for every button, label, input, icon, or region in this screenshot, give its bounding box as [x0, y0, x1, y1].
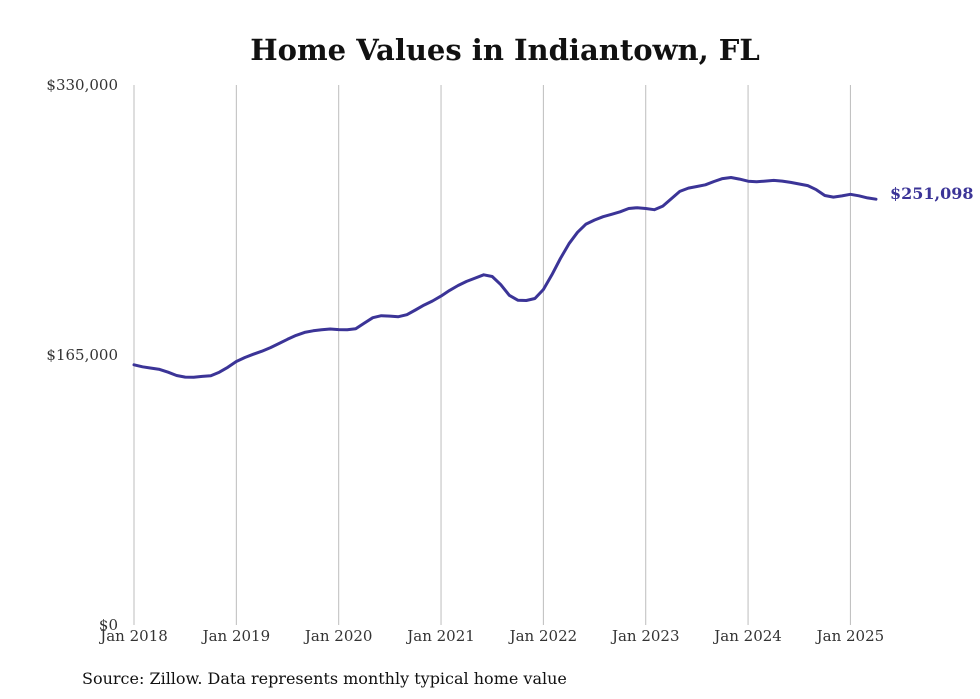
- series-layer: [132, 176, 878, 379]
- source-note: Source: Zillow. Data represents monthly …: [82, 669, 567, 688]
- y-tick-label: $0: [99, 616, 118, 634]
- x-tick-label: Jan 2021: [405, 627, 475, 645]
- x-tick-label: Jan 2022: [508, 627, 578, 645]
- x-tick-label: Jan 2025: [815, 627, 885, 645]
- series-line: [132, 176, 878, 379]
- end-value-label: $251,098: [890, 184, 974, 203]
- x-tick-label: Jan 2019: [201, 627, 271, 645]
- x-tick-label: Jan 2018: [98, 627, 168, 645]
- x-tick-label: Jan 2024: [712, 627, 782, 645]
- chart-title: Home Values in Indiantown, FL: [250, 33, 760, 67]
- gridlines: [133, 85, 851, 625]
- x-axis-ticks: Jan 2018 Jan 2019 Jan 2020 Jan 2021 Jan 2022…: [98, 627, 884, 645]
- x-tick-label: Jan 2020: [303, 627, 373, 645]
- y-tick-label: $165,000: [46, 346, 118, 364]
- y-tick-label: $330,000: [46, 76, 118, 94]
- y-axis-ticks: $0 $165,000 $330,000: [46, 76, 118, 634]
- x-tick-label: Jan 2023: [610, 627, 680, 645]
